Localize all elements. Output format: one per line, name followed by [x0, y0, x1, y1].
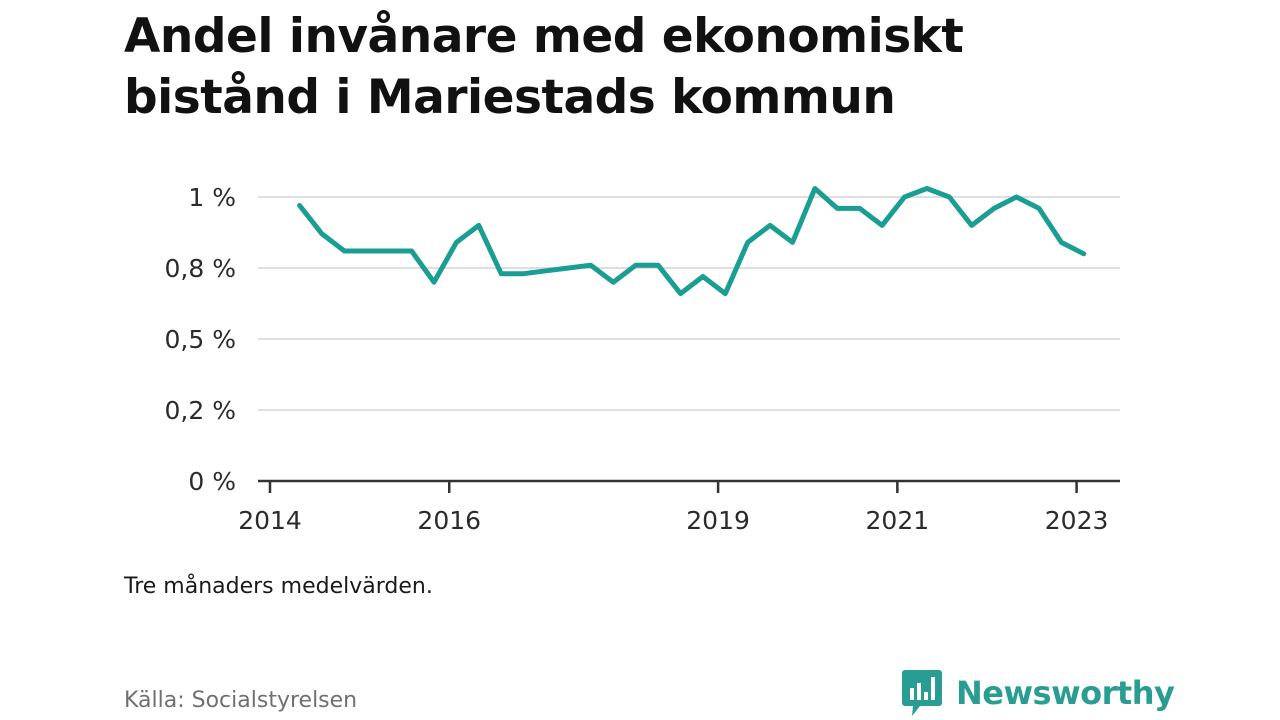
- x-tick-label: 2016: [417, 506, 481, 535]
- x-tick-label: 2019: [686, 506, 750, 535]
- series-line-0: [297, 186, 1087, 297]
- y-tick-label: 1 %: [188, 183, 236, 212]
- source-credit: Källa: Socialstyrelsen: [124, 688, 358, 713]
- x-tick-label: 2021: [866, 506, 930, 535]
- y-tick-label: 0 %: [188, 467, 236, 496]
- x-tick-label: 2023: [1045, 506, 1109, 535]
- newsworthy-brand: Newsworthy: [902, 668, 1175, 718]
- chart-title: Andel invånare med ekonomiskt bistånd i …: [124, 9, 964, 125]
- chart-note: Tre månaders medelvärden.: [124, 574, 433, 599]
- y-axis-ticks: 0 % 0,2 % 0,5 % 0,8 % 1 %: [165, 183, 236, 496]
- series-layer: [297, 186, 1087, 297]
- y-tick-label: 0,5 %: [165, 325, 236, 354]
- y-tick-label: 0,2 %: [165, 396, 236, 425]
- brand-name: Newsworthy: [956, 674, 1175, 712]
- x-axis-ticks: 2014 2016 2019 2021 2023: [238, 481, 1108, 535]
- y-tick-label: 0,8 %: [165, 254, 236, 283]
- x-tick-label: 2014: [238, 506, 302, 535]
- newsworthy-logo-icon: [902, 670, 942, 716]
- line-chart: 0 %0,2 %0,5 %0,8 %1 % 2014 2016 2019 2021 20…: [165, 183, 1120, 535]
- gridlines: [258, 196, 1120, 411]
